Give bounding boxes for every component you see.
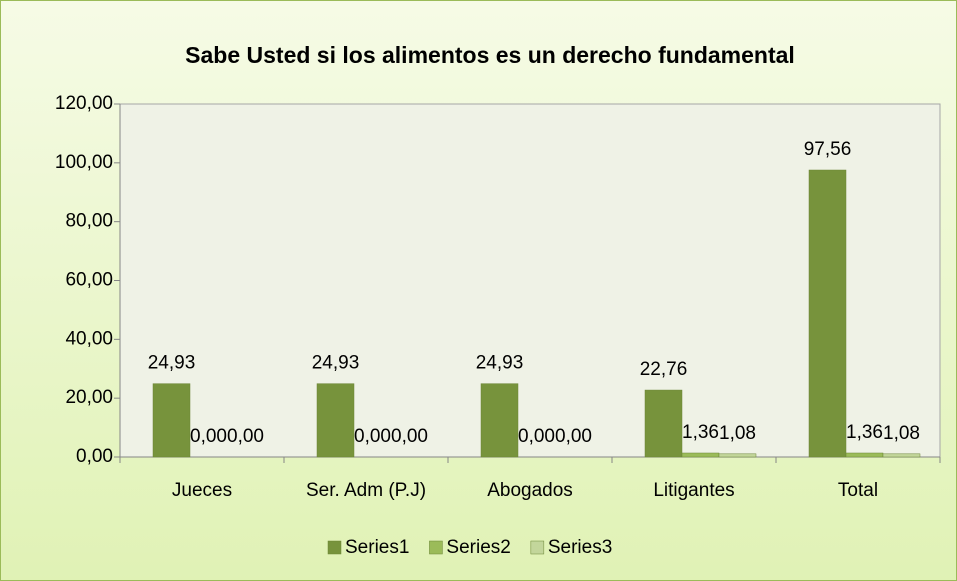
bar [882,453,921,458]
bar [152,383,191,458]
bar [808,169,847,458]
x-tick-label: Abogados [487,480,573,501]
y-tick-label: 20,00 [65,387,113,408]
bar [316,383,355,458]
data-label: 1,08 [883,423,920,444]
legend-swatch [530,540,545,555]
bar [718,453,757,458]
x-tick-label: Jueces [172,480,232,501]
y-tick-label: 80,00 [65,211,113,232]
data-label: 0,00 [354,426,391,447]
data-label: 1,36 [682,422,719,443]
legend-label: Series3 [548,537,612,558]
x-tick-label: Litigantes [653,480,734,501]
data-label: 0,00 [391,426,428,447]
data-label: 1,36 [846,422,883,443]
bar [845,452,884,458]
y-tick-label: 60,00 [65,270,113,291]
bar [644,389,683,458]
legend-label: Series2 [446,537,510,558]
data-label: 22,76 [640,359,688,380]
legend-swatch [429,540,443,555]
data-label: 1,08 [719,423,756,444]
data-label: 97,56 [804,139,852,160]
y-tick-label: 100,00 [55,152,113,173]
bar [681,452,720,458]
y-tick-label: 120,00 [55,93,113,114]
y-tick-label: 40,00 [65,328,113,349]
y-tick-label: 0,00 [76,446,113,467]
chart-title: Sabe Usted si los alimentos es un derech… [185,42,795,68]
data-label: 24,93 [476,353,524,374]
bar [480,383,519,458]
x-tick-label: Total [838,480,878,501]
data-label: 0,00 [518,426,555,447]
data-label: 0,00 [190,426,227,447]
plot-area [119,103,941,458]
data-label: 0,00 [555,426,592,447]
data-label: 24,93 [148,353,196,374]
legend-swatch [327,540,342,555]
data-label: 0,00 [227,426,264,447]
legend-label: Series1 [345,537,409,558]
data-label: 24,93 [312,353,360,374]
x-tick-label: Ser. Adm (P.J) [306,480,426,501]
